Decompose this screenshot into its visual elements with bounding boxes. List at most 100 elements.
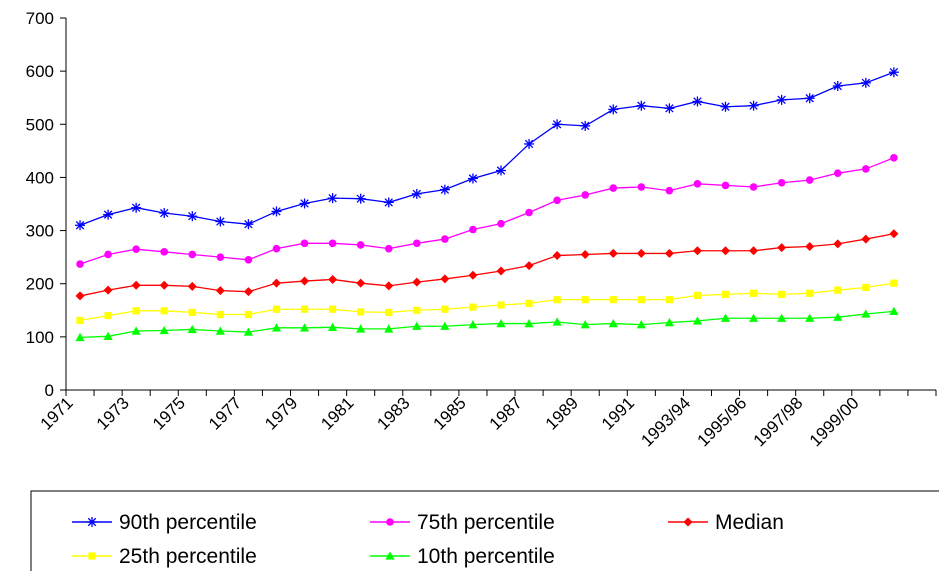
data-point <box>383 197 394 208</box>
data-point <box>665 296 673 304</box>
data-point <box>609 184 618 192</box>
legend-swatch-marker <box>87 517 97 527</box>
x-tick-label: 1989 <box>542 393 582 433</box>
series-line <box>80 310 894 339</box>
legend-swatch-marker <box>683 517 693 527</box>
data-point <box>103 331 113 341</box>
data-point <box>637 296 645 304</box>
x-tick-label: 1987 <box>486 393 526 433</box>
data-point <box>187 281 197 291</box>
data-point <box>553 196 561 205</box>
data-point <box>805 313 815 322</box>
plot-area <box>75 67 899 342</box>
data-point <box>693 291 702 300</box>
data-point <box>300 276 310 286</box>
data-point <box>889 306 899 316</box>
data-point <box>552 251 562 261</box>
data-point <box>300 239 309 248</box>
data-point <box>271 278 281 288</box>
series-90th-percentile <box>75 67 899 231</box>
data-point <box>355 193 366 204</box>
data-point <box>104 312 112 320</box>
data-point <box>721 246 731 256</box>
x-tick-label: 1983 <box>373 393 413 433</box>
data-point <box>413 306 421 314</box>
data-point <box>356 324 366 333</box>
data-point <box>692 316 703 325</box>
x-tick-label: 1991 <box>598 393 638 433</box>
data-point <box>861 309 871 318</box>
x-tick-label: 1973 <box>93 393 133 433</box>
y-axis: 0 100 200 300 400 500 600 700 <box>26 9 67 400</box>
data-point <box>833 312 843 321</box>
data-point <box>862 165 870 173</box>
x-tick-label: 1977 <box>205 393 245 433</box>
data-point <box>441 305 449 313</box>
data-point <box>581 191 589 199</box>
data-point <box>356 241 365 249</box>
data-point <box>636 320 646 329</box>
data-point <box>103 285 113 295</box>
series-median <box>75 229 899 301</box>
data-point <box>187 324 197 334</box>
data-point <box>272 305 281 313</box>
data-point <box>609 296 617 304</box>
x-tick-label: 1979 <box>261 393 301 433</box>
data-point <box>636 100 647 111</box>
data-point <box>693 180 702 188</box>
y-tick-label: 100 <box>26 328 54 347</box>
data-point <box>608 104 619 115</box>
data-point <box>777 178 786 187</box>
series-line <box>79 233 895 297</box>
data-point <box>833 169 842 177</box>
x-axis: 1971 1973 1975 1977 1979 1981 1983 1985 1987 1989… <box>37 389 937 450</box>
data-point <box>804 93 815 104</box>
legend-entry: Median <box>668 511 784 534</box>
y-tick-label: 600 <box>26 62 54 81</box>
legend-entry: 75th percentile <box>370 511 555 534</box>
data-point <box>215 286 225 296</box>
data-point <box>524 318 534 328</box>
data-point <box>664 103 675 114</box>
data-point <box>329 305 337 313</box>
data-point <box>132 307 140 315</box>
data-point <box>805 176 814 184</box>
data-point <box>525 208 533 217</box>
data-point <box>721 181 730 190</box>
x-tick-label: 1985 <box>430 393 470 433</box>
data-point <box>778 290 786 298</box>
data-point <box>721 290 730 298</box>
data-point <box>580 320 590 329</box>
series-line <box>79 71 895 226</box>
data-point <box>720 101 731 112</box>
series-10th-percentile <box>75 306 899 342</box>
data-point <box>216 310 224 319</box>
legend-swatch-marker <box>88 552 96 560</box>
data-point <box>608 318 618 328</box>
data-point <box>328 274 338 284</box>
data-point <box>524 261 534 271</box>
data-point <box>159 325 169 335</box>
data-point <box>440 274 450 284</box>
data-point <box>580 120 591 131</box>
data-point <box>159 280 169 290</box>
legend-entry: 90th percentile <box>72 511 257 534</box>
data-point <box>75 291 85 301</box>
legend-swatch-marker <box>386 518 394 526</box>
data-point <box>441 235 449 243</box>
data-point <box>749 289 758 297</box>
y-tick-label: 0 <box>45 381 54 400</box>
legend-box <box>30 490 939 571</box>
data-point <box>384 244 393 253</box>
data-point <box>384 324 394 333</box>
x-tick-label: 1995/96 <box>693 393 750 450</box>
x-tick-label: 1971 <box>37 393 77 433</box>
data-point <box>357 308 365 316</box>
data-point <box>749 183 758 191</box>
y-tick-label: 200 <box>26 275 54 294</box>
data-point <box>159 208 170 219</box>
data-point <box>608 248 618 258</box>
data-point <box>271 206 282 217</box>
data-point <box>581 296 589 304</box>
